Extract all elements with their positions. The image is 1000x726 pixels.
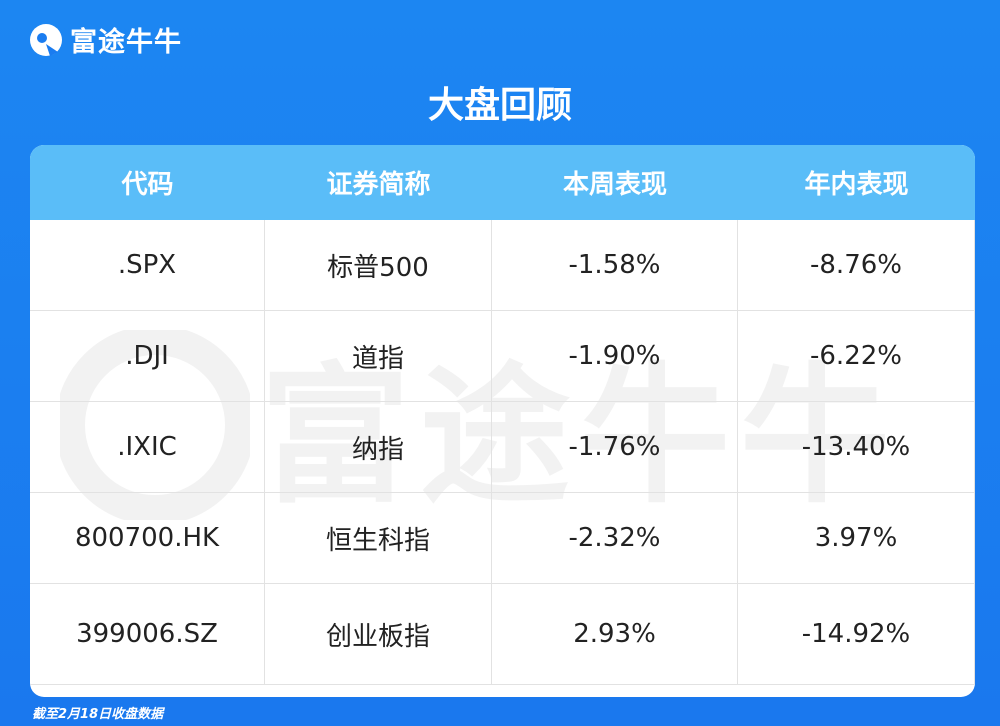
table-cell: -1.76%	[492, 402, 738, 493]
table-cell: 800700.HK	[30, 493, 265, 584]
logo	[30, 24, 62, 56]
watermark-logo	[60, 330, 250, 520]
table-cell: 纳指	[265, 402, 492, 493]
table-cell: 道指	[265, 311, 492, 402]
table-cell: 恒生科指	[265, 493, 492, 584]
column-header: 本周表现	[562, 170, 667, 200]
table-cell: 标普500	[265, 220, 492, 311]
table-cell: 创业板指	[265, 584, 492, 685]
table-header	[30, 145, 975, 220]
table-cell: .DJI	[30, 311, 265, 402]
column-header: 证券简称	[326, 170, 431, 200]
table-cell: 3.97%	[738, 493, 975, 584]
column-header: 年内表现	[804, 170, 909, 200]
table-cell: -13.40%	[738, 402, 975, 493]
brand: 富途牛牛	[70, 27, 182, 58]
table-cell: -2.32%	[492, 493, 738, 584]
table-cell: -6.22%	[738, 311, 975, 402]
table-cell: -1.58%	[492, 220, 738, 311]
title: 大盘回顾	[427, 85, 572, 126]
table-cell: .SPX	[30, 220, 265, 311]
table-cell: 399006.SZ	[30, 584, 265, 685]
table-cell: -8.76%	[738, 220, 975, 311]
table-cell: -1.90%	[492, 311, 738, 402]
table-cell: .IXIC	[30, 402, 265, 493]
table-card: 富途牛牛 代码 证券简称 本周表现 年内表现 .SPX 标普500 -1.58% -8.76%…	[30, 145, 975, 697]
table-cell: 2.93%	[492, 584, 738, 685]
table-cell: -14.92%	[738, 584, 975, 685]
footnote: 截至2月18日收盘数据	[32, 707, 164, 722]
column-header: 代码	[121, 170, 174, 200]
